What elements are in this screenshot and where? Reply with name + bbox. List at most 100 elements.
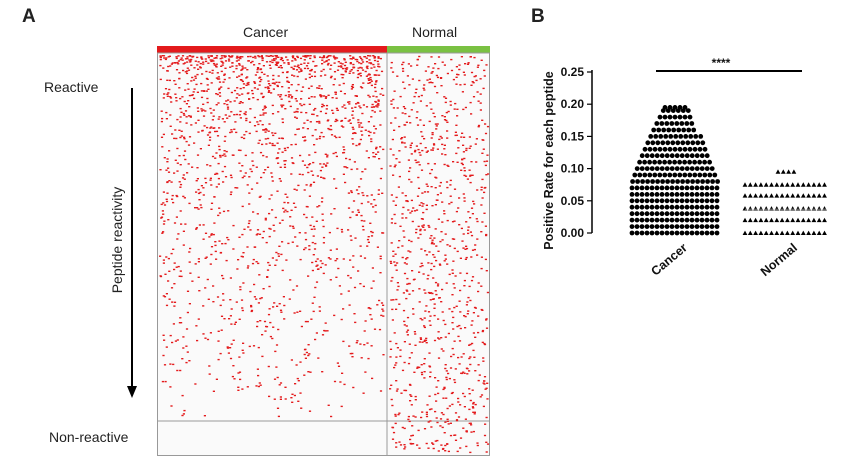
- cancer-point: [686, 127, 692, 133]
- heatmap-cell: [189, 115, 192, 117]
- heatmap-cell: [336, 69, 340, 71]
- heatmap-cell: [413, 331, 416, 333]
- cancer-point: [704, 185, 710, 191]
- heatmap-cell: [469, 181, 472, 184]
- heatmap-cell: [227, 210, 230, 212]
- heatmap-cell: [437, 450, 440, 452]
- heatmap-cell: [377, 104, 380, 106]
- heatmap-cell: [472, 82, 475, 84]
- cancer-point: [654, 166, 660, 171]
- heatmap-cell: [306, 128, 309, 130]
- heatmap-cell: [448, 405, 451, 407]
- heatmap-cell: [443, 64, 446, 66]
- heatmap-cell: [241, 67, 244, 69]
- heatmap-cell: [294, 133, 297, 136]
- heatmap-cell: [382, 304, 385, 306]
- heatmap-cell: [219, 352, 222, 355]
- heatmap-cell: [401, 256, 404, 259]
- heatmap-cell: [416, 111, 419, 113]
- heatmap-cell: [475, 138, 478, 140]
- heatmap-cell: [403, 236, 406, 238]
- heatmap-cell: [462, 71, 465, 73]
- heatmap-cell: [406, 316, 410, 319]
- heatmap-cell: [188, 251, 191, 253]
- heatmap-cell: [375, 74, 378, 76]
- heatmap-cell: [313, 228, 316, 230]
- heatmap-cell: [338, 285, 341, 287]
- heatmap-cell: [267, 80, 270, 82]
- heatmap-cell: [163, 93, 166, 95]
- heatmap-cell: [482, 357, 485, 359]
- heatmap-cell: [431, 239, 434, 241]
- heatmap-cell: [401, 426, 404, 429]
- heatmap-cell: [266, 166, 270, 168]
- cancer-point: [682, 159, 687, 165]
- heatmap-cell: [322, 68, 325, 71]
- heatmap-cell: [437, 337, 440, 339]
- heatmap-cell: [376, 246, 379, 248]
- heatmap-cell: [448, 377, 451, 380]
- heatmap-cell: [321, 219, 324, 221]
- cancer-point: [634, 224, 640, 230]
- heatmap-cell: [230, 308, 233, 310]
- heatmap-cell: [176, 339, 179, 341]
- heatmap-cell: [209, 165, 212, 167]
- heatmap-cell: [196, 64, 199, 66]
- heatmap-cell: [418, 301, 421, 303]
- heatmap-cell: [235, 113, 238, 116]
- heatmap-cell: [473, 203, 476, 205]
- heatmap-cell: [341, 106, 344, 108]
- heatmap-cell: [357, 209, 360, 211]
- heatmap-cell: [309, 55, 312, 57]
- heatmap-cell: [251, 92, 254, 95]
- heatmap-cell: [275, 61, 278, 63]
- heatmap-cell: [476, 254, 479, 256]
- cancer-point: [639, 230, 645, 236]
- heatmap-cell: [186, 67, 189, 69]
- cancer-point: [654, 230, 660, 236]
- heatmap-cell: [418, 55, 421, 58]
- heatmap-cell: [204, 287, 207, 289]
- heatmap-cell: [307, 344, 310, 346]
- heatmap-cell: [327, 59, 330, 61]
- cancer-point: [670, 108, 676, 113]
- heatmap-cell: [188, 360, 191, 362]
- heatmap-cell: [342, 340, 345, 343]
- heatmap-cell: [184, 89, 187, 91]
- heatmap-cell: [291, 74, 294, 76]
- heatmap-cell: [449, 179, 452, 182]
- heatmap-cell: [312, 161, 315, 164]
- heatmap-cell: [437, 392, 440, 395]
- heatmap-cell: [271, 257, 274, 259]
- heatmap-cell: [196, 56, 199, 59]
- cancer-point: [645, 179, 650, 184]
- heatmap-cell: [239, 149, 242, 152]
- heatmap-cell: [241, 256, 244, 258]
- heatmap-cell: [470, 234, 474, 237]
- heatmap-cell: [413, 278, 416, 280]
- heatmap-cell: [440, 412, 443, 414]
- heatmap-cell: [484, 132, 488, 135]
- heatmap-cell: [219, 252, 222, 254]
- heatmap-cell: [349, 58, 352, 60]
- heatmap-cell: [485, 174, 488, 176]
- heatmap-cell: [326, 330, 329, 332]
- heatmap-cell: [364, 129, 367, 131]
- heatmap-cell: [179, 186, 182, 188]
- heatmap-cell: [360, 214, 363, 217]
- heatmap-cell: [480, 186, 483, 188]
- heatmap-cell: [265, 129, 268, 131]
- heatmap-cell: [236, 187, 239, 189]
- heatmap-cell: [224, 114, 227, 116]
- cancer-point: [667, 172, 673, 178]
- heatmap-cell: [336, 258, 339, 260]
- heatmap-cell: [405, 289, 408, 291]
- heatmap-cell: [349, 62, 352, 65]
- heatmap-cell: [410, 404, 413, 406]
- heatmap-cell: [297, 128, 300, 130]
- heatmap-cell: [469, 299, 472, 302]
- heatmap-cell: [260, 297, 263, 299]
- heatmap-cell: [177, 265, 180, 268]
- normal-point: [747, 206, 753, 211]
- heatmap-cell: [265, 61, 269, 63]
